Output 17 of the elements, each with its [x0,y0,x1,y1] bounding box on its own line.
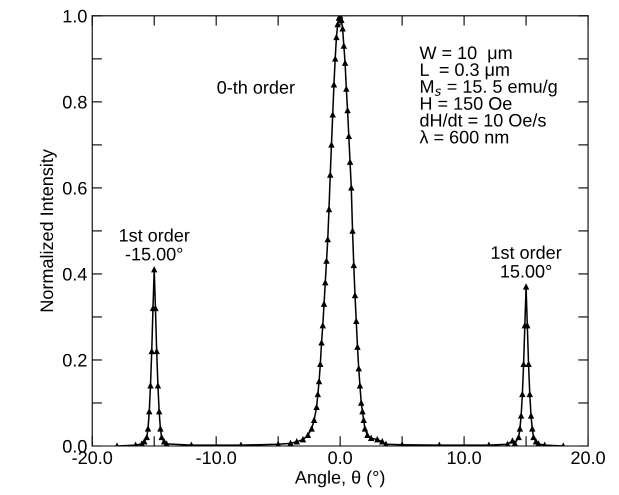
annotation: 0-th order [217,80,295,94]
y-axis-title: Normalized Intensity [40,149,57,312]
x-axis-title: Angle, θ (°) [294,470,384,488]
annotation: 1st order -15.00° [120,228,190,261]
x-tick-label: 20.0 [571,451,605,464]
y-tick-label: 0.4 [62,268,87,281]
y-tick-label: 1.0 [64,10,87,23]
y-tick-label: 0.0 [62,440,87,453]
annotation: W = 10 μm L = 0.3 μm M$_{s}$ = 15. 5 emu/g H = 150 Oe dH/dt = 10 Oe/s λ = 600 nm [420,46,557,144]
x-tick-label: 0.0 [328,451,352,464]
x-tick-label: -20.0 [72,451,112,464]
x-tick-label: 10.0 [448,451,481,464]
annotation: 1st order 15.00° [492,246,562,278]
y-tick-label: 0.2 [62,354,86,367]
y-tick-label: 0.8 [62,96,87,109]
x-tick-label: -10.0 [196,451,236,464]
y-tick-label: 0.6 [62,182,87,195]
